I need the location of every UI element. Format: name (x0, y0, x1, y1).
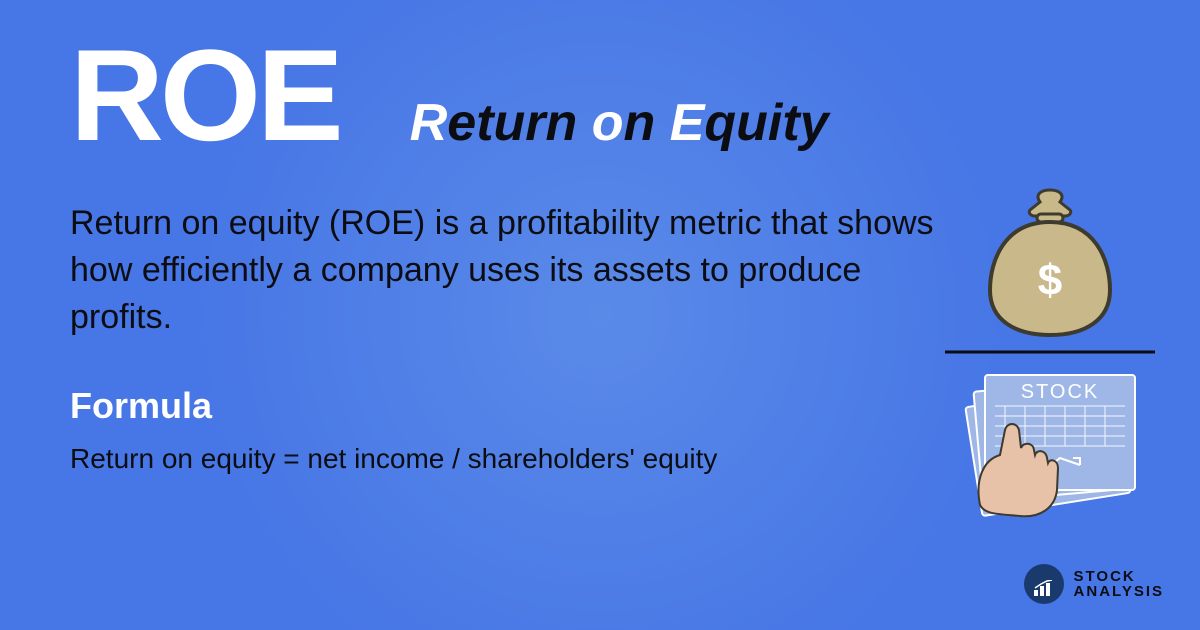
logo-line2: ANALYSIS (1074, 584, 1164, 599)
expansion-part-4: E (670, 94, 705, 152)
svg-text:STOCK: STOCK (1021, 381, 1100, 403)
formula-label: Formula (70, 385, 940, 427)
logo-chart-icon (1024, 564, 1064, 604)
brand-logo: STOCK ANALYSIS (1024, 564, 1164, 604)
expansion-heading: Return on Equity (410, 97, 829, 149)
expansion-part-5: quity (704, 94, 828, 152)
definition-text: Return on equity (ROE) is a profitabilit… (70, 200, 940, 341)
logo-line1: STOCK (1074, 569, 1164, 584)
acronym-heading: ROE (70, 30, 340, 160)
expansion-part-3: n (624, 94, 670, 152)
logo-text: STOCK ANALYSIS (1074, 569, 1164, 599)
money-bag-icon: $ (990, 190, 1110, 335)
expansion-part-0: R (410, 94, 448, 152)
formula-illustration: $ STOCK (945, 180, 1155, 520)
svg-text:$: $ (1038, 256, 1062, 305)
expansion-part-2: o (592, 94, 624, 152)
expansion-part-1: eturn (447, 94, 591, 152)
formula-text: Return on equity = net income / sharehol… (70, 443, 940, 475)
